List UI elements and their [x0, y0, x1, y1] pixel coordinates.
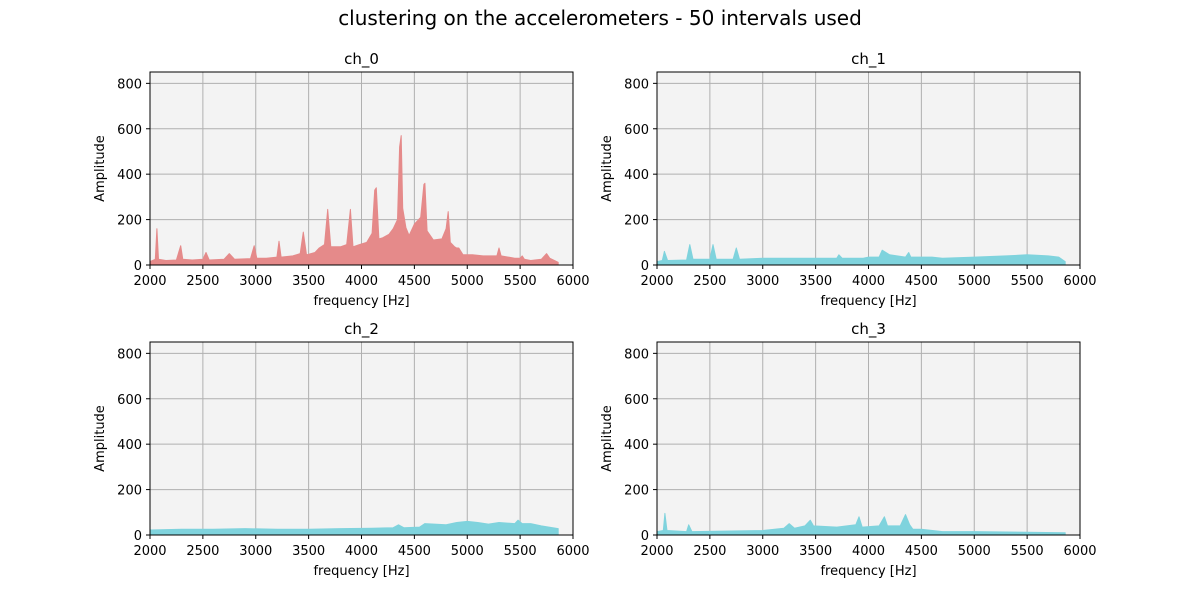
y-tick-label: 400	[624, 438, 649, 453]
x-tick-label: 6000	[556, 274, 589, 289]
y-tick-label: 0	[134, 529, 142, 544]
y-tick-label: 600	[624, 393, 649, 408]
x-tick-label: 2500	[693, 544, 726, 559]
y-tick-label: 800	[117, 77, 142, 92]
y-tick-label: 400	[117, 438, 142, 453]
spectrum-series-0	[149, 135, 559, 266]
x-tick-label: 2500	[186, 274, 219, 289]
x-tick-label: 2500	[186, 544, 219, 559]
x-tick-label: 3500	[292, 544, 325, 559]
y-tick-label: 800	[624, 77, 649, 92]
y-tick-label: 400	[117, 168, 142, 183]
y-tick-label: 0	[641, 259, 649, 274]
figure-suptitle: clustering on the accelerometers - 50 in…	[338, 6, 862, 30]
spectrum-series-0	[656, 244, 1066, 266]
x-tick-label: 3500	[799, 544, 832, 559]
x-tick-label: 5000	[958, 544, 991, 559]
x-tick-label: 4500	[905, 544, 938, 559]
x-tick-label: 6000	[1063, 274, 1096, 289]
x-tick-label: 6000	[1063, 544, 1096, 559]
y-tick-label: 200	[624, 214, 649, 229]
x-axis-label: frequency [Hz]	[820, 564, 916, 579]
spectrum-series-0	[149, 519, 559, 536]
subplot-ch_0: 2000 2500 3000 3500 4000 4500 5000 5500 6000 0 200…	[93, 50, 590, 309]
x-tick-label: 5500	[504, 274, 537, 289]
x-tick-label: 2000	[133, 274, 166, 289]
x-tick-label: 2000	[133, 544, 166, 559]
x-tick-label: 3000	[746, 544, 779, 559]
x-tick-label: 5000	[451, 544, 484, 559]
x-tick-label: 4000	[345, 544, 378, 559]
x-tick-label: 5000	[958, 274, 991, 289]
x-tick-label: 4500	[398, 274, 431, 289]
y-tick-label: 800	[117, 347, 142, 362]
y-tick-label: 200	[117, 214, 142, 229]
y-tick-label: 0	[134, 259, 142, 274]
x-tick-label: 5000	[451, 274, 484, 289]
x-tick-label: 4500	[905, 274, 938, 289]
x-tick-label: 2000	[640, 274, 673, 289]
x-tick-label: 3500	[292, 274, 325, 289]
subplot-title: ch_1	[851, 50, 886, 69]
x-tick-label: 5500	[1011, 544, 1044, 559]
y-tick-label: 0	[641, 529, 649, 544]
y-tick-label: 200	[117, 484, 142, 499]
x-tick-label: 2000	[640, 544, 673, 559]
x-tick-label: 5500	[504, 544, 537, 559]
subplot-title: ch_0	[344, 50, 379, 69]
y-tick-label: 400	[624, 168, 649, 183]
y-tick-label: 600	[117, 393, 142, 408]
y-axis-label: Amplitude	[93, 135, 108, 202]
x-tick-label: 6000	[556, 544, 589, 559]
subplot-title: ch_3	[851, 320, 886, 339]
x-axis-label: frequency [Hz]	[820, 294, 916, 309]
y-tick-label: 600	[117, 123, 142, 138]
y-axis-label: Amplitude	[600, 135, 615, 202]
x-axis-label: frequency [Hz]	[313, 564, 409, 579]
x-tick-label: 4000	[852, 544, 885, 559]
x-tick-label: 4000	[852, 274, 885, 289]
x-tick-label: 5500	[1011, 274, 1044, 289]
y-tick-label: 600	[624, 123, 649, 138]
x-axis-label: frequency [Hz]	[313, 294, 409, 309]
y-tick-label: 200	[624, 484, 649, 499]
y-axis-label: Amplitude	[600, 405, 615, 472]
subplot-ch_3: 2000 2500 3000 3500 4000 4500 5000 5500 6000 0 200…	[600, 320, 1097, 579]
x-tick-label: 4000	[345, 274, 378, 289]
subplot-ch_1: 2000 2500 3000 3500 4000 4500 5000 5500 6000 0 200…	[600, 50, 1097, 309]
x-tick-label: 3000	[239, 544, 272, 559]
subplot-ch_2: 2000 2500 3000 3500 4000 4500 5000 5500 6000 0 200…	[93, 320, 590, 579]
spectrum-series-0	[656, 512, 1066, 536]
y-axis-label: Amplitude	[93, 405, 108, 472]
x-tick-label: 3500	[799, 274, 832, 289]
y-tick-label: 800	[624, 347, 649, 362]
x-tick-label: 2500	[693, 274, 726, 289]
subplot-title: ch_2	[344, 320, 379, 339]
x-tick-label: 3000	[746, 274, 779, 289]
x-tick-label: 4500	[398, 544, 431, 559]
x-tick-label: 3000	[239, 274, 272, 289]
